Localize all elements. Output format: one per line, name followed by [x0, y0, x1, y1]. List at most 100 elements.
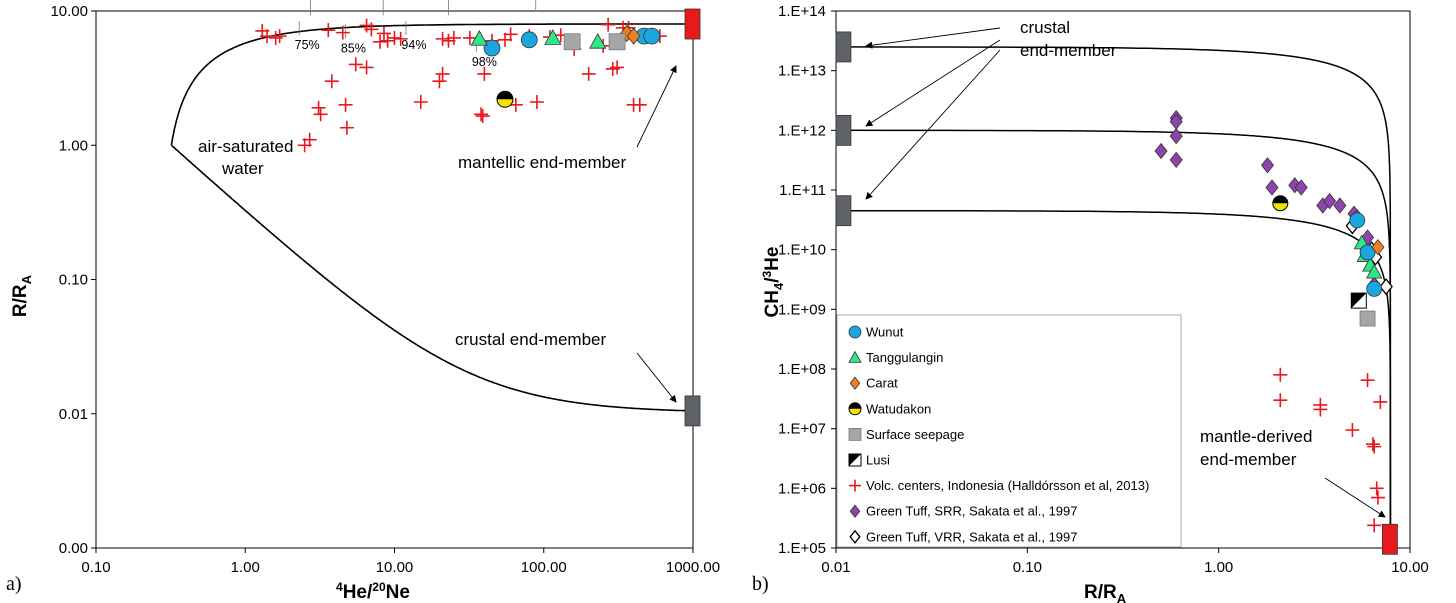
- point-volc-centers-indonesia: [446, 30, 461, 45]
- legend-marker-4: [848, 427, 862, 441]
- crustal-label-line1: crustal: [1020, 18, 1070, 37]
- point-volc-centers-indonesia: [359, 60, 374, 75]
- panel-a-label: a): [6, 573, 22, 595]
- chart-b-xtick-label: 0.10: [1013, 559, 1042, 576]
- point-volc-centers-indonesia: [601, 17, 616, 32]
- asw-label-line1: air-saturated: [198, 137, 293, 156]
- point-green-tuff-srr: [1265, 179, 1279, 196]
- point-volc-centers-indonesia: [435, 66, 450, 81]
- point-volc-centers-indonesia: [339, 120, 354, 135]
- point-volc-centers-indonesia: [1367, 518, 1382, 533]
- legend-label: Tanggulangin: [866, 350, 943, 365]
- end-member-box-crustal-end-member-2: [835, 114, 852, 146]
- legend-label: Green Tuff, VRR, Sakata et al., 1997: [866, 529, 1078, 544]
- point-wunut: [483, 39, 501, 57]
- point-volc-centers-indonesia: [529, 94, 544, 109]
- bx-r-ra: R/R: [1084, 582, 1117, 603]
- point-volc-centers-indonesia: [321, 23, 336, 38]
- point-tanggulangin: [470, 30, 488, 46]
- point-volc-centers-indonesia: [260, 29, 275, 44]
- chart-b-ytick-label: 1.E+10: [778, 242, 826, 259]
- point-watudakon: [496, 90, 514, 108]
- legend-label: Wunut: [866, 325, 904, 340]
- point-wunut: [1359, 244, 1376, 261]
- point-green-tuff-vrr: [1379, 278, 1393, 296]
- by-sup-3: 3: [760, 271, 774, 278]
- y-sub-a: A: [19, 274, 34, 284]
- point-surface-seepage: [563, 33, 581, 51]
- mixing-curve-asw-crust: [170, 144, 693, 412]
- legend-label: Green Tuff, SRR, Sakata et al., 1997: [866, 504, 1078, 519]
- crustal-end-member-label: crustal end-member: [455, 330, 607, 349]
- legend-marker-3: [848, 402, 862, 416]
- point-volc-centers-indonesia: [477, 66, 492, 81]
- asw-label-line2: water: [221, 159, 264, 178]
- chart-b-plot-area: [835, 10, 1411, 549]
- chart-b: 0.01 0.10 1.00 10.00 1.E+05 1.E+06 1.E+07 1.E+0…: [752, 3, 1429, 603]
- point-volc-centers-indonesia: [373, 34, 388, 49]
- point-wunut: [1366, 281, 1383, 297]
- by-slash: /: [762, 277, 783, 283]
- chart-a-plot-area: [95, 10, 694, 549]
- bx-sub-a: A: [1117, 591, 1127, 603]
- point-volc-centers-indonesia: [1360, 373, 1375, 388]
- arrow-crustal-b-2: [865, 39, 1001, 127]
- chart-b-ytick-label: 1.E+09: [778, 301, 826, 318]
- crustal-label-line2: end-member: [1020, 41, 1117, 60]
- legend-label: Carat: [866, 376, 898, 391]
- chart-b-xtick-label: 1.00: [1204, 559, 1233, 576]
- point-green-tuff-srr: [1260, 157, 1275, 174]
- chart-b-ytick-label: 1.E+06: [778, 480, 826, 497]
- point-volc-centers-indonesia: [387, 30, 402, 45]
- mixing-percent-label: 94%: [401, 38, 426, 52]
- end-member-box-mantle-derived-end-member: [1382, 523, 1398, 555]
- point-surface-seepage: [608, 33, 626, 51]
- x-ne: Ne: [386, 582, 410, 603]
- point-volc-centers-indonesia: [1365, 437, 1380, 452]
- point-green-tuff-srr: [1294, 179, 1308, 196]
- by-ch: CH: [762, 290, 783, 317]
- point-green-tuff-srr: [1169, 127, 1183, 145]
- point-volc-centers-indonesia: [376, 26, 391, 41]
- y-r-ra: R/R: [10, 284, 31, 317]
- point-wunut: [520, 31, 538, 49]
- legend-label: Watudakon: [866, 401, 931, 416]
- point-volc-centers-indonesia: [435, 31, 450, 46]
- legend-label: Lusi: [866, 453, 890, 468]
- mixing-percent-label: 85%: [341, 42, 366, 56]
- legend-marker-8: [849, 529, 861, 544]
- point-volc-centers-indonesia: [272, 29, 287, 44]
- arrow-crustal-b-3: [865, 49, 1001, 200]
- point-volc-centers-indonesia: [475, 109, 490, 124]
- point-volc-centers-indonesia: [1370, 490, 1385, 505]
- point-surface-seepage: [1359, 310, 1376, 327]
- chart-a-ytick-label: 1.00: [59, 137, 88, 154]
- point-green-tuff-srr: [1323, 193, 1337, 210]
- point-volc-centers-indonesia: [335, 25, 350, 40]
- mixing-curve-b-1: [843, 46, 1392, 540]
- arrow-mantellic: [636, 65, 677, 148]
- legend-marker-0: [848, 325, 862, 339]
- point-volc-centers-indonesia: [1273, 367, 1288, 382]
- arrow-crustal-a: [636, 352, 677, 403]
- point-volc-centers-indonesia: [632, 97, 647, 112]
- point-carat: [626, 27, 641, 45]
- point-volc-centers-indonesia: [324, 74, 339, 89]
- mantle-derived-label-line2: end-member: [1200, 450, 1297, 469]
- chart-b-ytick-label: 1.E+14: [778, 3, 826, 20]
- panel-b-label: b): [752, 573, 769, 595]
- point-volc-centers-indonesia: [348, 57, 363, 72]
- point-volc-centers-indonesia: [311, 100, 326, 115]
- legend-label: Volc. centers, Indonesia (Halldórsson et…: [866, 478, 1149, 493]
- point-volc-centers-indonesia: [364, 22, 379, 37]
- legend-label: Surface seepage: [866, 427, 964, 442]
- x-sup-4: 4: [336, 580, 343, 594]
- mixing-percent-label: 75%: [295, 38, 320, 52]
- chart-a-ytick-label: 0.01: [59, 406, 88, 423]
- point-wunut: [1349, 212, 1366, 229]
- mixing-curve-b-2: [843, 129, 1392, 540]
- point-volc-centers-indonesia: [462, 30, 477, 45]
- point-volc-centers-indonesia: [474, 107, 489, 122]
- legend-marker-2: [849, 376, 861, 390]
